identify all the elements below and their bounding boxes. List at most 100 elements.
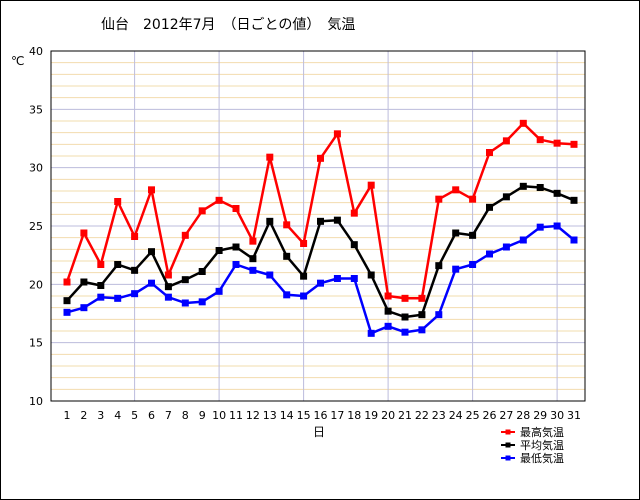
series [63, 119, 578, 302]
x-tick-label: 4 [114, 409, 121, 422]
legend-label: 最高気温 [520, 425, 564, 439]
data-point [198, 298, 206, 306]
x-tick-label: 15 [297, 409, 311, 422]
data-point [536, 184, 544, 191]
x-tick-label: 16 [314, 409, 328, 422]
data-point [486, 149, 493, 156]
x-tick-label: 18 [347, 409, 361, 422]
data-point [384, 307, 392, 315]
data-point [215, 196, 223, 204]
data-point [502, 243, 510, 251]
data-point [283, 291, 291, 299]
data-point [97, 282, 105, 289]
data-point [536, 136, 544, 144]
data-point [300, 240, 308, 247]
data-point [401, 328, 409, 336]
x-tick-label: 20 [381, 409, 395, 422]
data-point [300, 272, 308, 280]
data-point [317, 217, 324, 225]
data-point [317, 279, 324, 287]
series [63, 182, 578, 321]
series-line [65, 122, 575, 300]
data-point [181, 299, 189, 307]
x-tick-label: 6 [148, 409, 155, 422]
data-point [350, 241, 358, 249]
x-tick-label: 14 [280, 409, 294, 422]
x-tick-label: 19 [364, 409, 378, 422]
x-tick-label: 31 [567, 409, 581, 422]
legend-label: 最低気温 [520, 451, 564, 465]
data-point [131, 266, 139, 274]
y-tick-label: 35 [29, 103, 43, 116]
x-tick-label: 26 [483, 409, 497, 422]
y-tick-label: 25 [29, 220, 43, 233]
x-tick-label: 9 [199, 409, 206, 422]
data-point [350, 275, 358, 282]
data-point [114, 261, 122, 268]
data-point [333, 275, 341, 282]
data-point [502, 137, 510, 145]
data-point [198, 268, 206, 275]
data-point [249, 255, 257, 263]
data-point [266, 271, 274, 279]
data-point [435, 195, 443, 203]
data-point [114, 198, 122, 205]
legend-label: 平均気温 [520, 438, 564, 452]
data-point [452, 229, 460, 237]
data-point [553, 139, 561, 147]
y-tick-label: 15 [29, 337, 43, 350]
data-point [266, 153, 274, 161]
series [63, 222, 578, 337]
y-tick-label: 40 [29, 45, 43, 58]
data-point [519, 236, 527, 244]
data-point [300, 292, 308, 300]
data-point [418, 294, 426, 302]
data-point [114, 294, 122, 302]
y-tick-label: 10 [29, 395, 43, 408]
data-point [570, 140, 578, 148]
data-point [164, 293, 172, 301]
x-tick-label: 30 [550, 409, 564, 422]
data-point [435, 311, 443, 319]
x-tick-label: 5 [131, 409, 138, 422]
data-point [131, 290, 139, 298]
data-point [418, 311, 426, 319]
data-point [435, 262, 443, 270]
data-point [384, 322, 392, 330]
data-point [486, 250, 493, 258]
legend-item: 平均気温 [501, 438, 564, 452]
x-tick-label: 21 [398, 409, 412, 422]
data-point [198, 207, 206, 215]
x-tick-labels: 1 2 3 4 5 6 7 8 9 10 11 12 13 14 15 16 17 18 19 20 21 22 23 24 2… [64, 409, 582, 422]
x-tick-label: 17 [330, 409, 344, 422]
x-tick-label: 23 [432, 409, 446, 422]
data-point [131, 233, 139, 240]
x-tick-label: 2 [80, 409, 87, 422]
x-tick-label: 1 [64, 409, 71, 422]
x-tick-label: 27 [499, 409, 513, 422]
data-point [350, 209, 358, 217]
data-point [570, 196, 578, 204]
y-tick-labels: 10 15 20 25 30 35 40 [29, 45, 43, 408]
data-point [401, 313, 409, 321]
data-point [63, 297, 71, 305]
data-point [164, 271, 172, 279]
legend-swatch-marker [505, 455, 511, 461]
data-point [80, 229, 88, 237]
data-point [486, 203, 493, 211]
data-point [80, 278, 88, 286]
x-tick-label: 22 [415, 409, 429, 422]
data-point [97, 261, 105, 268]
data-point [536, 223, 544, 231]
data-point [215, 247, 223, 254]
data-point [249, 237, 257, 245]
data-point [181, 276, 189, 284]
plot-area [50, 50, 586, 402]
data-point [249, 266, 257, 274]
data-point [469, 231, 477, 239]
data-point [148, 248, 155, 256]
data-point [148, 186, 155, 194]
